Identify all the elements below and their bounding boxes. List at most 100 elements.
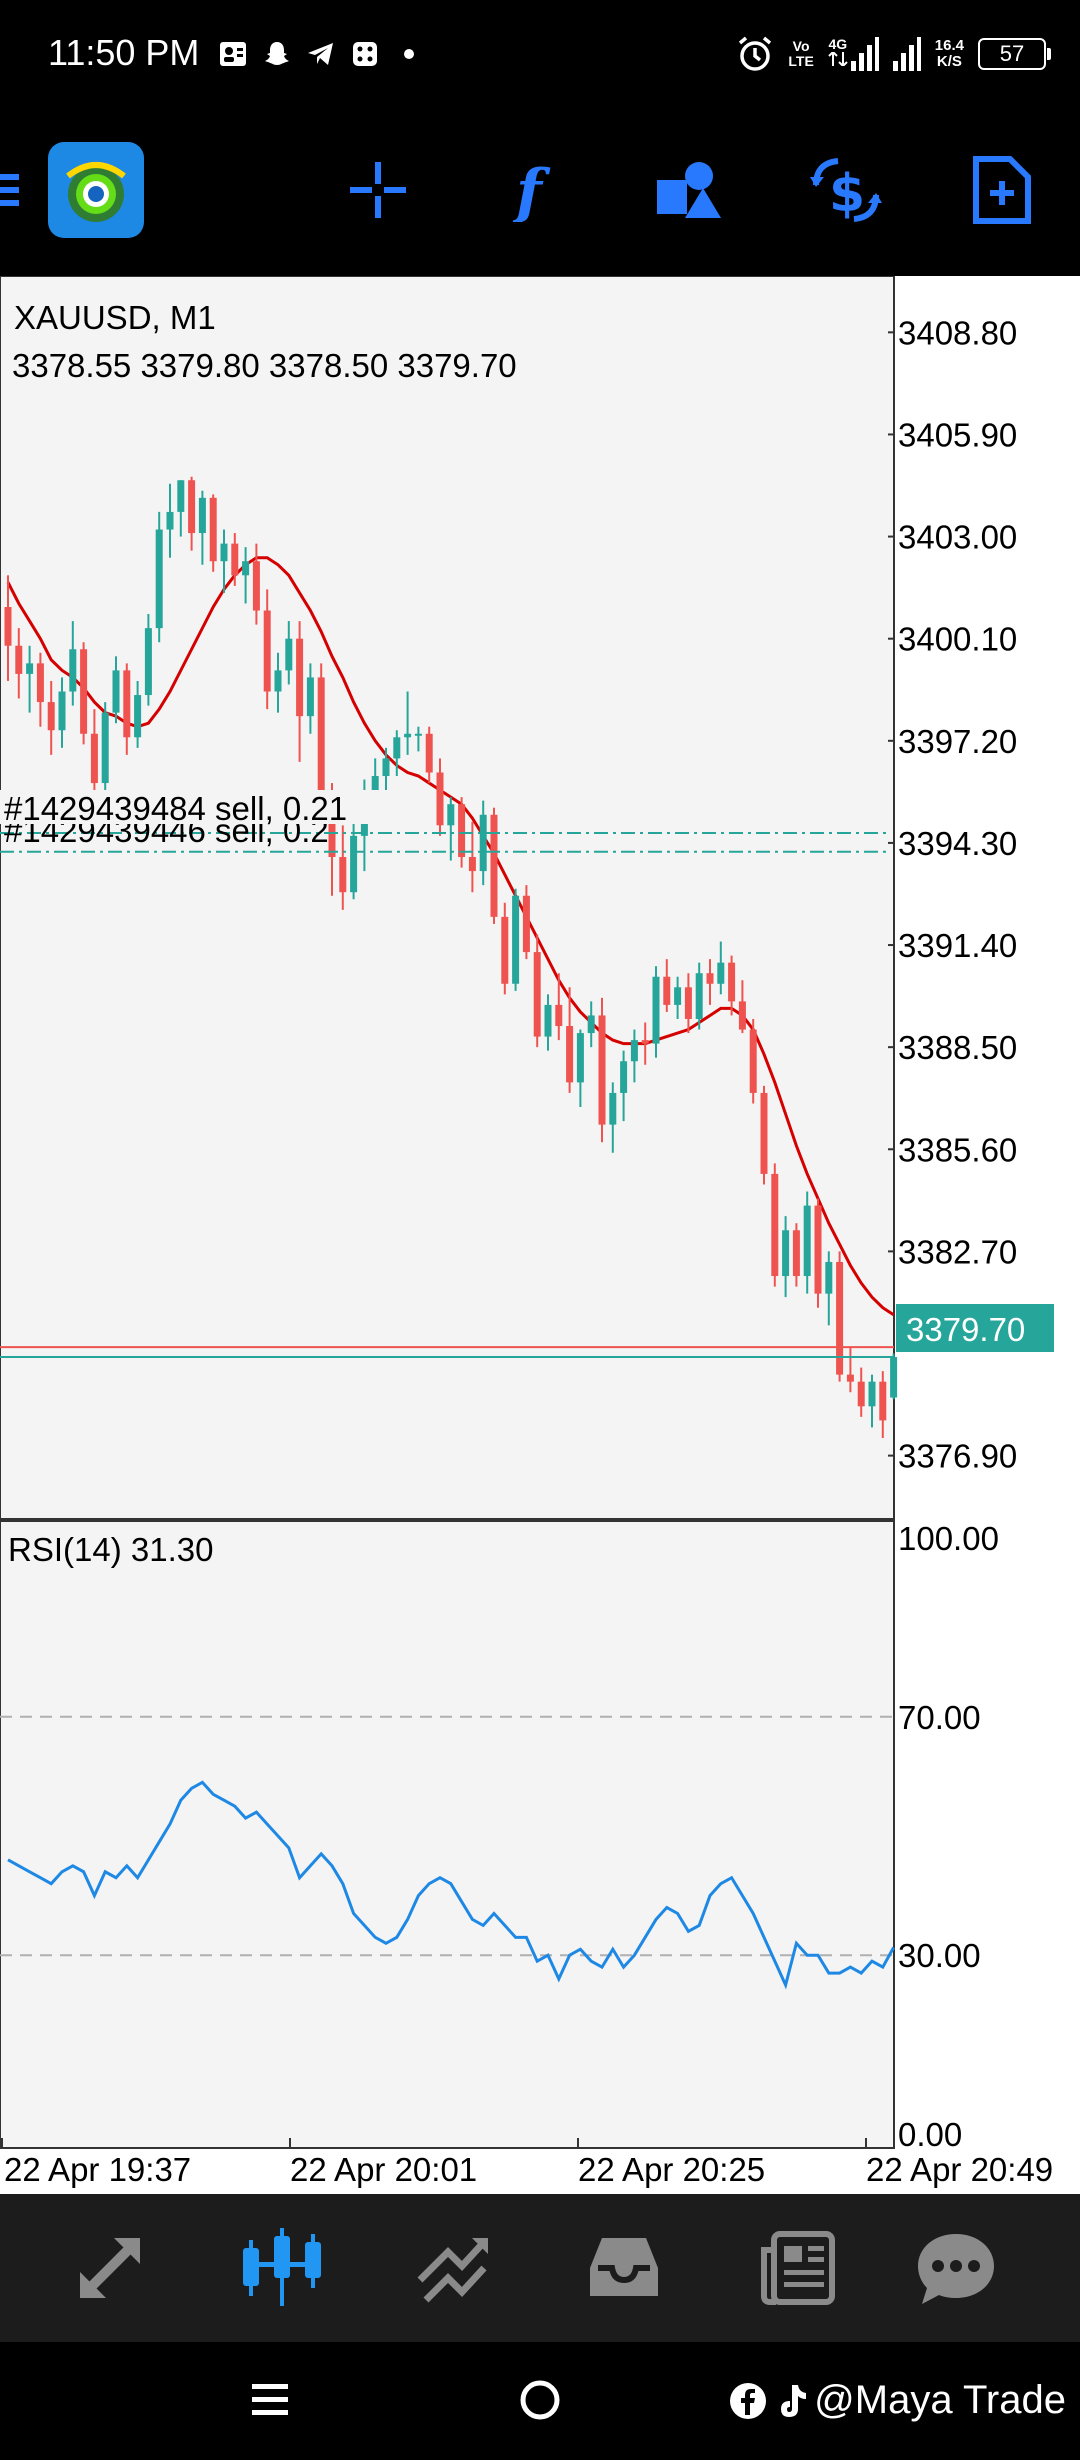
price-lines-layer — [0, 1346, 894, 1359]
candle-body — [695, 973, 703, 1019]
tiktok-icon — [781, 2384, 807, 2417]
new-order-icon[interactable] — [952, 140, 1052, 240]
candle-body — [576, 1033, 584, 1083]
order-label-1[interactable]: #1429439484 sell, 0.21 — [4, 790, 347, 827]
news-icon[interactable] — [748, 2218, 848, 2318]
candle-body — [728, 962, 736, 1002]
status-time: 11:50 PM — [48, 32, 200, 73]
candle-body — [868, 1381, 876, 1407]
price-tick-label: 3385.60 — [898, 1131, 1017, 1168]
rsi-layer — [7, 1780, 895, 1990]
function-icon[interactable]: f — [484, 140, 584, 240]
candle-body — [436, 772, 444, 826]
candle-body — [177, 480, 185, 512]
chart-toolbar: f $ — [0, 110, 1080, 276]
candle-body — [522, 895, 530, 953]
watermark-text: @Maya Trade — [814, 2378, 1066, 2422]
candle-body — [598, 1015, 606, 1125]
candle-body — [242, 561, 250, 576]
candle-body — [134, 695, 142, 738]
rsi-tick-label: 30.00 — [898, 1937, 981, 1974]
candle-body — [566, 1026, 574, 1083]
candle-body — [58, 691, 66, 731]
home-icon[interactable] — [518, 2378, 562, 2427]
candle-body — [836, 1261, 844, 1375]
chart-area[interactable]: 3408.80 3405.90 3403.00 3400.10 3397.20 3394.… — [0, 276, 1080, 2194]
current-price-label: 3379.70 — [906, 1311, 1025, 1348]
candle-body — [371, 776, 379, 794]
candle-body — [652, 976, 660, 1044]
candle-body — [458, 804, 466, 858]
price-tick-label: 3397.20 — [898, 723, 1017, 760]
candle-body — [328, 797, 336, 858]
candle-body — [15, 645, 23, 674]
bottom-nav — [0, 2194, 1080, 2342]
candle-body — [490, 814, 498, 917]
candle-body — [90, 733, 98, 784]
order-lines-layer — [0, 832, 888, 853]
trade-icon[interactable]: $ — [796, 140, 896, 240]
candle-body — [296, 638, 304, 717]
candle-body — [609, 1092, 617, 1125]
candle-body — [220, 543, 228, 562]
candle-body — [555, 1004, 563, 1027]
candle-body — [630, 1040, 638, 1062]
candle-body — [663, 976, 671, 1005]
price-chart[interactable]: 3408.80 3405.90 3403.00 3400.10 3397.20 3394.… — [0, 276, 1080, 2194]
signal-4g: 4G — [828, 37, 879, 71]
status-bar: 11:50 PM Vo LTE 4G 16.4 K/S 57 — [0, 0, 1080, 110]
rsi-pane-bg — [0, 1520, 895, 2149]
ohlc-values: 3378.55 3379.80 3378.50 3379.70 — [12, 347, 517, 384]
rsi-line — [7, 1780, 895, 1990]
candle-body — [47, 702, 55, 731]
candle-body — [382, 758, 390, 777]
candle-body — [274, 670, 282, 692]
candle-body — [4, 606, 12, 646]
contact-card-icon — [220, 42, 246, 66]
candle-body — [80, 649, 88, 734]
candle-body — [285, 638, 293, 671]
candle-body — [263, 610, 271, 692]
rsi-title: RSI(14) 31.30 — [8, 1531, 213, 1568]
candle-body — [339, 857, 347, 893]
candle-body — [231, 543, 239, 576]
candle-body — [792, 1230, 800, 1277]
candle-body — [674, 987, 682, 1005]
candle-body — [425, 733, 433, 773]
candle-body — [857, 1381, 865, 1407]
battery-icon: 57 — [978, 38, 1051, 70]
price-tick-label: 3376.90 — [898, 1438, 1017, 1475]
recents-icon[interactable] — [248, 2378, 292, 2427]
quotes-icon[interactable] — [60, 2218, 160, 2318]
candle-body — [155, 529, 163, 629]
candle-body — [209, 497, 217, 562]
facebook-icon — [730, 2382, 767, 2419]
candle-body — [198, 497, 206, 534]
crosshair-icon[interactable] — [328, 140, 428, 240]
candle-body — [803, 1205, 811, 1277]
svg-text:$: $ — [829, 164, 865, 224]
candle-body — [317, 677, 325, 798]
time-tick-label: 22 Apr 20:01 — [290, 2151, 477, 2188]
metatrader-logo-icon[interactable] — [46, 140, 146, 240]
chart-icon[interactable] — [232, 2218, 332, 2318]
price-tick-label: 3382.70 — [898, 1233, 1017, 1270]
trade-nav-icon[interactable] — [402, 2218, 502, 2318]
candle-body — [447, 804, 455, 826]
candle-body — [69, 649, 77, 692]
candle-body — [26, 663, 34, 674]
objects-icon[interactable] — [640, 140, 740, 240]
candle-body — [112, 670, 120, 713]
candle-layer — [4, 476, 898, 1439]
candle-body — [879, 1381, 887, 1421]
candle-body — [479, 814, 487, 872]
signal-bars-icon-2 — [892, 37, 921, 71]
chat-icon[interactable] — [906, 2218, 1006, 2318]
price-tick-label: 3405.90 — [898, 416, 1017, 453]
candle-body — [890, 1357, 898, 1398]
menu-icon[interactable] — [0, 140, 40, 240]
candle-body — [587, 1015, 595, 1034]
time-tick-label: 22 Apr 19:37 — [4, 2151, 191, 2188]
history-icon[interactable] — [574, 2218, 674, 2318]
volte-badge: Vo LTE — [788, 38, 814, 69]
